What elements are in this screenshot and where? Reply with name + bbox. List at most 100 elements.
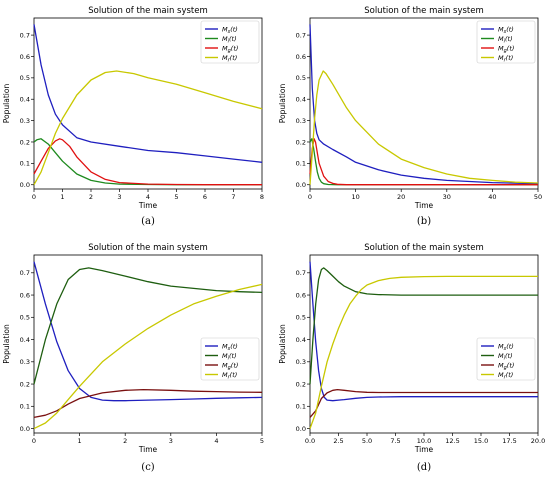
y-tick-label: 0.1 <box>296 160 306 168</box>
y-tick-label: 0.5 <box>20 74 30 82</box>
legend: Ms(t)Mi(t)Mg(t)Mr(t) <box>476 20 536 64</box>
plot-area <box>309 17 539 190</box>
x-tick-label: 40 <box>488 193 496 201</box>
y-tick-label: 0.1 <box>20 403 30 411</box>
x-tick-label: 5 <box>260 437 264 445</box>
y-tick-label: 0.6 <box>20 291 30 299</box>
series-line-4 <box>309 275 538 429</box>
y-axis-label: Population <box>2 324 11 364</box>
series-line-1 <box>309 24 539 185</box>
x-tick-label: 7.5 <box>390 437 400 445</box>
y-tick-label: 0.2 <box>296 138 306 146</box>
legend-box <box>476 337 536 381</box>
series-line-1 <box>309 261 538 402</box>
legend-box <box>200 337 260 381</box>
x-tick-label: 2.5 <box>333 437 343 445</box>
series-line-1 <box>33 261 263 402</box>
y-tick-label: 0.2 <box>20 138 30 146</box>
series-line-3 <box>309 138 538 186</box>
y-tick-label: 0.0 <box>296 181 306 189</box>
y-tick-label: 0.3 <box>296 117 306 125</box>
plot-area <box>33 254 263 434</box>
chart-title: Solution of the main system <box>364 6 484 16</box>
legend-label: Mg(t) <box>222 361 238 371</box>
chart-panel-c: Solution of the main system 0.0 0.1 0.2 0.3 0… <box>2 243 264 473</box>
x-tick-label: 6 <box>203 193 207 201</box>
chart-title: Solution of the main system <box>88 6 208 16</box>
x-axis-label: Time <box>414 445 434 454</box>
panel-caption: (a) <box>141 216 155 227</box>
x-tick-label: 0.0 <box>305 437 315 445</box>
series-line-2 <box>309 267 538 385</box>
x-tick-label: 2 <box>89 193 93 201</box>
legend-label: Mi(t) <box>498 35 513 45</box>
panel-caption: (d) <box>417 462 431 473</box>
legend-label: Ms(t) <box>498 342 514 352</box>
y-tick-label: 0.4 <box>20 336 30 344</box>
y-tick-label: 0.5 <box>296 74 306 82</box>
x-tick-label: 10.0 <box>417 437 431 445</box>
x-tick-label: 17.5 <box>502 437 516 445</box>
y-tick-label: 0.3 <box>296 358 306 366</box>
legend-label: Mg(t) <box>222 44 238 54</box>
x-tick-label: 15.0 <box>474 437 488 445</box>
y-axis-label: Population <box>278 324 287 364</box>
y-tick-label: 0.2 <box>296 380 306 388</box>
chart-panel-d: Solution of the main system 0.0 0.1 0.2 0.3 0… <box>278 243 545 473</box>
x-tick-label: 8 <box>260 193 264 201</box>
y-tick-label: 0.1 <box>20 160 30 168</box>
legend-label: Mi(t) <box>222 35 237 45</box>
chart-title: Solution of the main system <box>88 243 208 253</box>
y-tick-label: 0.6 <box>296 53 306 61</box>
y-tick-label: 0.6 <box>20 53 30 61</box>
y-tick-label: 0.5 <box>20 314 30 322</box>
y-tick-label: 0.0 <box>20 425 30 433</box>
x-tick-label: 4 <box>146 193 150 201</box>
y-tick-label: 0.7 <box>20 31 30 39</box>
x-tick-label: 3 <box>117 193 121 201</box>
legend-label: Mr(t) <box>498 371 513 381</box>
y-tick-label: 0.3 <box>20 117 30 125</box>
x-tick-label: 1 <box>78 437 82 445</box>
y-tick-label: 0.7 <box>296 31 306 39</box>
x-tick-label: 20.0 <box>531 437 545 445</box>
x-tick-label: 12.5 <box>445 437 459 445</box>
panel-caption: (b) <box>417 216 431 227</box>
x-tick-label: 5.0 <box>362 437 372 445</box>
legend-label: Ms(t) <box>222 342 238 352</box>
x-tick-label: 30 <box>443 193 451 201</box>
y-tick-label: 0.1 <box>296 403 306 411</box>
y-tick-label: 0.6 <box>296 291 306 299</box>
series-line-4 <box>33 70 263 186</box>
legend-label: Mg(t) <box>498 361 514 371</box>
series-line-3 <box>33 388 263 419</box>
x-axis-label: Time <box>138 201 158 210</box>
series-line-1 <box>33 24 263 163</box>
y-tick-label: 0.3 <box>20 358 30 366</box>
y-tick-label: 0.0 <box>20 181 30 189</box>
legend-label: Ms(t) <box>222 25 238 35</box>
legend: Ms(t)Mi(t)Mg(t)Mr(t) <box>200 20 260 64</box>
legend-label: Mi(t) <box>222 352 237 362</box>
legend-label: Mr(t) <box>222 371 237 381</box>
x-tick-label: 5 <box>174 193 178 201</box>
series-line-3 <box>309 388 538 418</box>
y-tick-label: 0.4 <box>20 96 30 104</box>
series-line-2 <box>33 267 263 385</box>
legend-box <box>200 20 260 64</box>
legend: Ms(t)Mi(t)Mg(t)Mr(t) <box>476 337 536 381</box>
y-tick-label: 0.7 <box>296 269 306 277</box>
series-line-3 <box>33 138 262 186</box>
legend-label: Mi(t) <box>498 352 513 362</box>
legend-label: Mg(t) <box>498 44 514 54</box>
x-tick-label: 20 <box>397 193 405 201</box>
y-tick-label: 0.4 <box>296 96 306 104</box>
x-tick-label: 7 <box>231 193 235 201</box>
y-tick-label: 0.4 <box>296 336 306 344</box>
y-tick-label: 0.0 <box>296 425 306 433</box>
x-tick-label: 2 <box>123 437 127 445</box>
x-tick-label: 50 <box>534 193 542 201</box>
legend-label: Mr(t) <box>222 54 237 64</box>
series-line-4 <box>33 283 263 430</box>
